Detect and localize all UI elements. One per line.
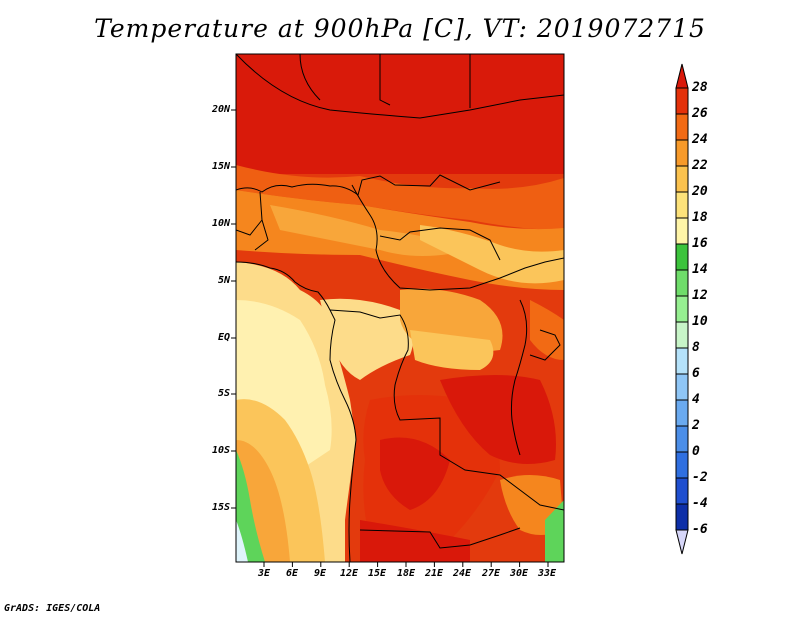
colorbar-swatch: [675, 87, 689, 115]
lat-label-5n: 5N: [217, 275, 230, 286]
colorbar-swatch: [675, 295, 689, 323]
map-frame: [235, 53, 565, 563]
colorbar-label: 14: [692, 262, 708, 277]
temperature-map: [231, 53, 565, 567]
lon-label-15e: 15E: [367, 568, 387, 579]
colorbar-label: 2: [692, 418, 700, 433]
colorbar-label: 12: [692, 288, 708, 303]
colorbar-swatch: [675, 321, 689, 349]
colorbar-label: 24: [692, 132, 708, 147]
map-title: Temperature at 900hPa [C], VT: 201907271…: [94, 14, 706, 43]
colorbar-swatch: [675, 399, 689, 427]
colorbar-swatch: [675, 269, 689, 297]
lat-label-eq: EQ: [217, 332, 230, 343]
lon-label-12e: 12E: [339, 568, 359, 579]
colorbar-arrow-top: [675, 63, 689, 89]
colorbar-swatch: [675, 503, 689, 531]
colorbar-swatch: [675, 243, 689, 271]
colorbar-swatch: [675, 217, 689, 245]
region-hot-north: [236, 54, 564, 174]
lon-label-18e: 18E: [396, 568, 416, 579]
lon-label-27e: 27E: [481, 568, 501, 579]
credit-label: GrADS: IGES/COLA: [4, 603, 101, 614]
colorbar-swatch: [675, 477, 689, 505]
colorbar-label: 0: [692, 444, 700, 459]
colorbar-swatch: [675, 139, 689, 167]
colorbar-label: 18: [692, 210, 708, 225]
colorbar-label: 20: [692, 184, 708, 199]
colorbar-label: 6: [692, 366, 700, 381]
lon-label-3e: 3E: [257, 568, 271, 579]
lat-label-15s: 15S: [211, 502, 230, 513]
lon-label-33e: 33E: [537, 568, 557, 579]
lon-label-9e: 9E: [313, 568, 327, 579]
colorbar-label: 4: [692, 392, 700, 407]
colorbar-label: -4: [692, 496, 708, 511]
colorbar: [675, 63, 689, 555]
colorbar-label: 16: [692, 236, 708, 251]
colorbar-label: 28: [692, 80, 708, 95]
lat-label-20n: 20N: [211, 104, 230, 115]
colorbar-swatch: [675, 373, 689, 401]
lon-label-6e: 6E: [285, 568, 299, 579]
colorbar-arrow-bottom: [675, 529, 689, 555]
colorbar-label: -6: [692, 522, 708, 537]
colorbar-swatch: [675, 191, 689, 219]
colorbar-label: 22: [692, 158, 708, 173]
lat-label-15n: 15N: [211, 161, 230, 172]
lon-label-21e: 21E: [424, 568, 444, 579]
country-borders: [236, 54, 564, 562]
colorbar-label: 10: [692, 314, 708, 329]
colorbar-label: 26: [692, 106, 708, 121]
colorbar-label: -2: [692, 470, 708, 485]
colorbar-swatch: [675, 113, 689, 141]
lat-label-10s: 10S: [211, 445, 230, 456]
lon-label-24e: 24E: [452, 568, 472, 579]
lat-label-10n: 10N: [211, 218, 230, 229]
colorbar-swatch: [675, 165, 689, 193]
lat-label-5s: 5S: [217, 388, 230, 399]
colorbar-swatch: [675, 347, 689, 375]
colorbar-swatch: [675, 425, 689, 453]
colorbar-swatch: [675, 451, 689, 479]
colorbar-label: 8: [692, 340, 700, 355]
lon-label-30e: 30E: [509, 568, 529, 579]
